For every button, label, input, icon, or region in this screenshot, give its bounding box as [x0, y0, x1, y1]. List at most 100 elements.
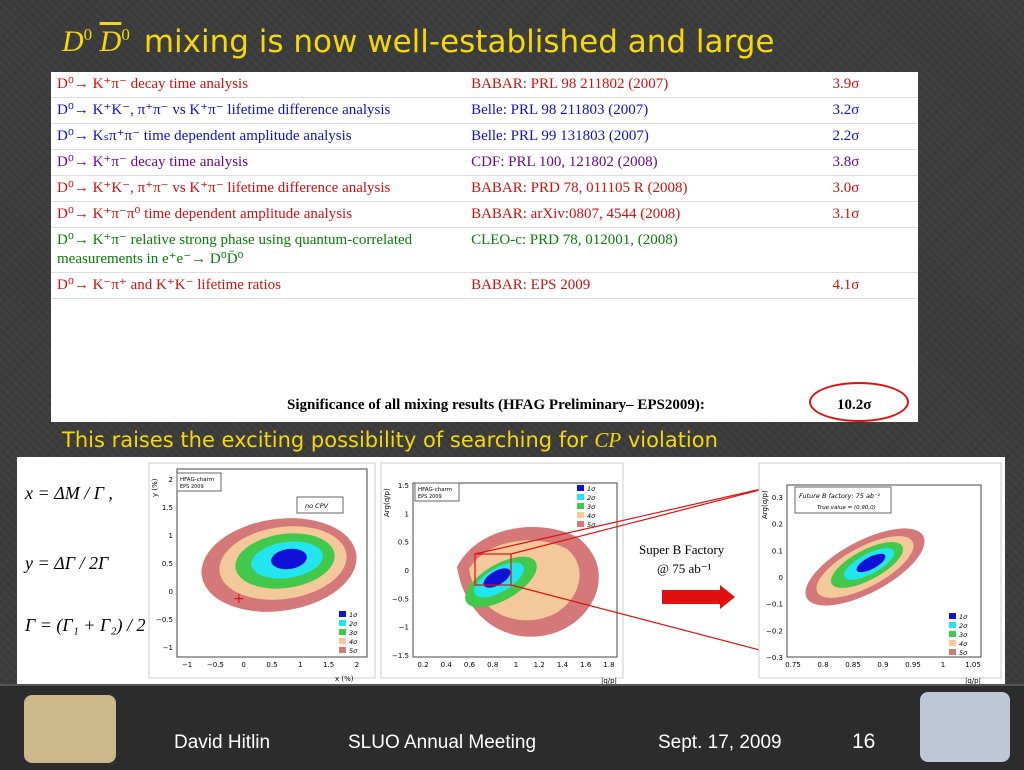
x-tick: 1.2: [534, 661, 545, 669]
caltech-logo: [24, 695, 116, 763]
y-tick: 0: [779, 574, 783, 582]
x-tick: 1: [298, 661, 302, 669]
legend-label: 4σ: [587, 512, 596, 520]
legend-swatch: [949, 649, 956, 655]
table-cell-c2: Belle: PRL 98 211803 (2007): [465, 97, 827, 124]
factory-line2: @ 75 ab⁻¹: [657, 561, 712, 576]
y-tick: −1: [399, 624, 409, 632]
footer-date: Sept. 17, 2009: [658, 732, 782, 753]
table-cell-c3: 3.9σ: [826, 72, 918, 98]
plots-svg: + HFAG-charm EPS 2009 no CPV x (%) y (%)…: [148, 462, 1002, 685]
x-tick: 0.9: [877, 661, 888, 669]
legend-label: 5σ: [587, 521, 596, 529]
legend-swatch: [339, 638, 346, 644]
table-cell-c2: CDF: PRL 100, 121802 (2008): [465, 149, 827, 176]
x-tick: −1: [182, 661, 192, 669]
table-row: D⁰→ K⁺K⁻, π⁺π⁻ vs K⁺π⁻ lifetime differen…: [51, 175, 918, 202]
x-tick: 0.2: [417, 661, 428, 669]
x-tick: 0.8: [487, 661, 498, 669]
legend-swatch: [577, 485, 584, 491]
y-tick: −1: [163, 644, 173, 652]
y-tick: −0.5: [392, 595, 409, 603]
badge1: HFAG-charm: [180, 477, 214, 483]
table-row: D⁰→ K⁺π⁻ decay time analysis BABAR: PRL 9…: [51, 72, 918, 98]
legend-label: 4σ: [959, 640, 968, 648]
formula-x: x = ΔM / Γ ,: [25, 483, 113, 503]
title-text: mixing is now well-established and large: [143, 24, 775, 60]
significance-row: Significance of all mixing results (HFAG…: [51, 390, 918, 422]
plot-future: Future B factory: 75 ab⁻¹ True value = (…: [758, 462, 1002, 685]
table-row: D⁰→ K⁺π⁻ decay time analysis CDF: PRL 100…: [51, 149, 918, 176]
legend-label: 5σ: [959, 649, 968, 657]
table-row: D⁰→ Kₛπ⁺π⁻ time dependent amplitude anal…: [51, 123, 918, 150]
arrow-head: [720, 585, 735, 609]
subtitle: This raises the exciting possibility of …: [62, 428, 718, 452]
legend-swatch: [339, 611, 346, 617]
y-tick: 0.5: [162, 560, 173, 568]
ylabel2: Arg(q/p): [383, 488, 391, 517]
xlabel2: |q/p|: [601, 677, 617, 685]
legend-label: 5σ: [349, 647, 358, 655]
x-tick: 1.6: [580, 661, 592, 669]
plot-argqp: HFAG-charm EPS 2009 |q/p| Arg(q/p) 1.5 1 0…: [380, 462, 624, 685]
results-table: D⁰→ K⁺π⁻ decay time analysis BABAR: PRL 9…: [51, 72, 918, 422]
formula-y: y = ΔΓ / 2Γ: [25, 553, 109, 573]
superb-logo: [920, 692, 1010, 762]
x-tick: 0.6: [464, 661, 476, 669]
table-cell-c2: CLEO-c: PRD 78, 012001, (2008): [465, 227, 827, 273]
table-cell-c1: D⁰→ K⁺π⁻ relative strong phase using qua…: [51, 227, 466, 273]
x-tick: −0.5: [207, 661, 224, 669]
table-row: D⁰→ K⁺π⁻ relative strong phase using qua…: [51, 227, 918, 273]
future-box: Future B factory: 75 ab⁻¹: [799, 492, 881, 500]
x-tick: 1.5: [323, 661, 334, 669]
y-tick: 0.5: [398, 539, 409, 547]
x-tick: 1.8: [603, 661, 614, 669]
y-tick: −0.5: [156, 616, 173, 624]
table-cell-c1: D⁰→ Kₛπ⁺π⁻ time dependent amplitude anal…: [51, 123, 466, 150]
table-cell-c2: BABAR: PRL 98 211802 (2007): [465, 72, 827, 98]
plus-marker: +: [233, 591, 245, 607]
legend-label: 2σ: [349, 620, 358, 628]
x-tick: 0.95: [905, 661, 921, 669]
legend-swatch: [949, 631, 956, 637]
ylabel3: Arg(q/p): [761, 490, 769, 519]
x-tick: 0.85: [845, 661, 861, 669]
table-cell-c1: D⁰→ K⁺K⁻, π⁺π⁻ vs K⁺π⁻ lifetime differen…: [51, 97, 466, 124]
y-tick: 1.5: [398, 482, 409, 490]
y-tick: −0.2: [766, 627, 783, 635]
table-cell-c2: BABAR: arXiv:0807, 4544 (2008): [465, 201, 827, 228]
y-tick: 0.3: [772, 494, 783, 502]
legend-label: 3σ: [349, 629, 358, 637]
plot-xy: + HFAG-charm EPS 2009 no CPV x (%) y (%)…: [148, 462, 376, 683]
legend-swatch: [949, 613, 956, 619]
table-cell-c2: Belle: PRL 99 131803 (2007): [465, 123, 827, 150]
no-cpv-box: no CPV: [305, 502, 329, 510]
legend-swatch: [577, 521, 584, 527]
formula-gamma: Γ = (Γ₁ + Γ₂) / 2: [25, 615, 146, 635]
x-tick: 0.75: [785, 661, 801, 669]
legend-swatch: [949, 622, 956, 628]
table-cell-c3: 3.8σ: [826, 149, 918, 176]
legend-swatch: [949, 640, 956, 646]
footer-bar: David Hitlin SLUO Annual Meeting Sept. 1…: [0, 684, 1024, 770]
table-cell-c2: BABAR: EPS 2009: [465, 272, 827, 299]
slide-title: D0 D0 mixing is now well-established and…: [62, 14, 775, 70]
table-cell-c3: 4.1σ: [826, 272, 918, 299]
legend-label: 1σ: [959, 613, 968, 621]
badge1b: EPS 2009: [180, 484, 204, 490]
future-box2: True value = (0.90,0): [817, 505, 876, 511]
highlight-oval: [809, 382, 909, 422]
x-tick: 1.4: [557, 661, 569, 669]
y-tick: 0.2: [772, 521, 783, 529]
legend-swatch: [577, 512, 584, 518]
arrow-shaft: [662, 590, 720, 604]
table-cell-c3: 3.1σ: [826, 201, 918, 228]
table-row: D⁰→ K⁻π⁺ and K⁺K⁻ lifetime ratios BABAR: …: [51, 272, 918, 299]
legend-swatch: [577, 494, 584, 500]
x-tick: 0: [241, 661, 245, 669]
table-row: D⁰→ K⁺K⁻, π⁺π⁻ vs K⁺π⁻ lifetime differen…: [51, 97, 918, 124]
xlabel1: x (%): [335, 675, 354, 683]
table-cell-c1: D⁰→ K⁺π⁻ decay time analysis: [51, 149, 466, 176]
y-tick: −1.5: [392, 652, 409, 660]
legend-swatch: [339, 647, 346, 653]
